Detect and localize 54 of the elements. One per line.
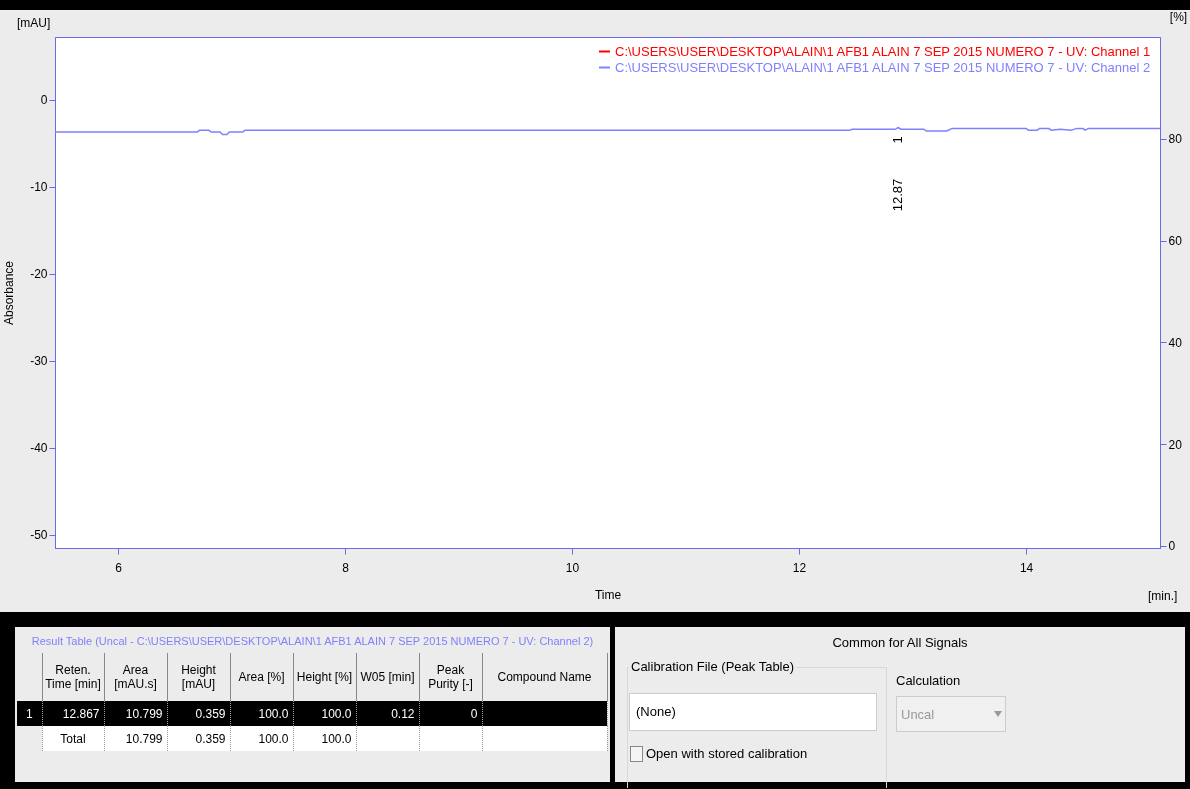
category-label: Reten. Time [min] xyxy=(42,653,104,701)
x-tick-label: 8 xyxy=(342,560,350,575)
x-tick-label: 12 xyxy=(792,560,807,575)
text: 0.12 xyxy=(391,706,415,721)
y2-tick-label: 80 xyxy=(1168,132,1183,147)
y-tick-label: -50 xyxy=(30,528,48,543)
text: 100.0 xyxy=(321,706,352,721)
y-tick-label: -40 xyxy=(30,441,48,456)
y2-tick-label: 60 xyxy=(1168,234,1183,249)
dropdown: Uncal xyxy=(896,696,1006,732)
category-label: Area [%] xyxy=(230,653,293,701)
text: [min.] xyxy=(1148,589,1178,603)
y-axis-title: Absorbance xyxy=(2,260,17,326)
text-field: (None) xyxy=(629,693,877,731)
category-label: Compound Name xyxy=(482,653,607,701)
annotation: 12.87 xyxy=(890,178,905,212)
y2-tick-label: 20 xyxy=(1168,437,1183,452)
y2-axis-title: [%] xyxy=(1169,9,1188,24)
text: Open with stored calibration xyxy=(646,746,808,761)
text: 0.359 xyxy=(195,731,226,746)
x-tick-label: 10 xyxy=(565,560,580,575)
text: 0.359 xyxy=(195,706,226,721)
text: Calibration File (Peak Table) xyxy=(629,659,797,674)
text: 100.0 xyxy=(258,706,289,721)
text: Common for All Signals xyxy=(831,634,969,652)
category-label: Peak Purity [-] xyxy=(419,653,482,701)
y2-tick-label: 0 xyxy=(1168,539,1176,554)
text: 10.799 xyxy=(125,706,163,721)
text: [mAU] xyxy=(17,16,51,30)
y-tick-label: -30 xyxy=(30,354,48,369)
category-label: W05 [min] xyxy=(356,653,419,701)
category-label: Height [mAU] xyxy=(167,653,230,701)
x-tick-label: 6 xyxy=(115,560,123,575)
text: 100.0 xyxy=(321,731,352,746)
category-label: Height [%] xyxy=(293,653,356,701)
text: 100.0 xyxy=(258,731,289,746)
y-tick-label: 0 xyxy=(40,93,48,108)
x-tick-label: 14 xyxy=(1019,560,1034,575)
text: 10.799 xyxy=(125,731,163,746)
x-axis-title: Time xyxy=(594,587,622,602)
text: 12.867 xyxy=(62,706,100,721)
annotation: 1 xyxy=(890,136,905,144)
text: Result Table (Uncal - C:\USERS\USER\DESKTOP\ALAIN\1 AFB1 ALAIN 7 SEP 2015 NUMERO 7 - UV: Channel 2) xyxy=(30,634,595,649)
text: 0 xyxy=(470,706,478,721)
category-label: Area [mAU.s] xyxy=(104,653,167,701)
y-tick-label: -20 xyxy=(30,267,48,282)
text: Total xyxy=(60,731,86,746)
text: Calculation xyxy=(896,673,961,688)
category-label: 1 xyxy=(25,706,33,721)
y2-tick-label: 40 xyxy=(1168,335,1183,350)
line-series xyxy=(55,126,1160,136)
legend-label: C:\USERS\USER\DESKTOP\ALAIN\1 AFB1 ALAIN 7 SEP 2015 NUMERO 7 - UV: Channel 2 xyxy=(615,59,1151,75)
legend-label: C:\USERS\USER\DESKTOP\ALAIN\1 AFB1 ALAIN 7 SEP 2015 NUMERO 7 - UV: Channel 1 xyxy=(615,43,1151,59)
y-tick-label: -10 xyxy=(30,180,48,195)
